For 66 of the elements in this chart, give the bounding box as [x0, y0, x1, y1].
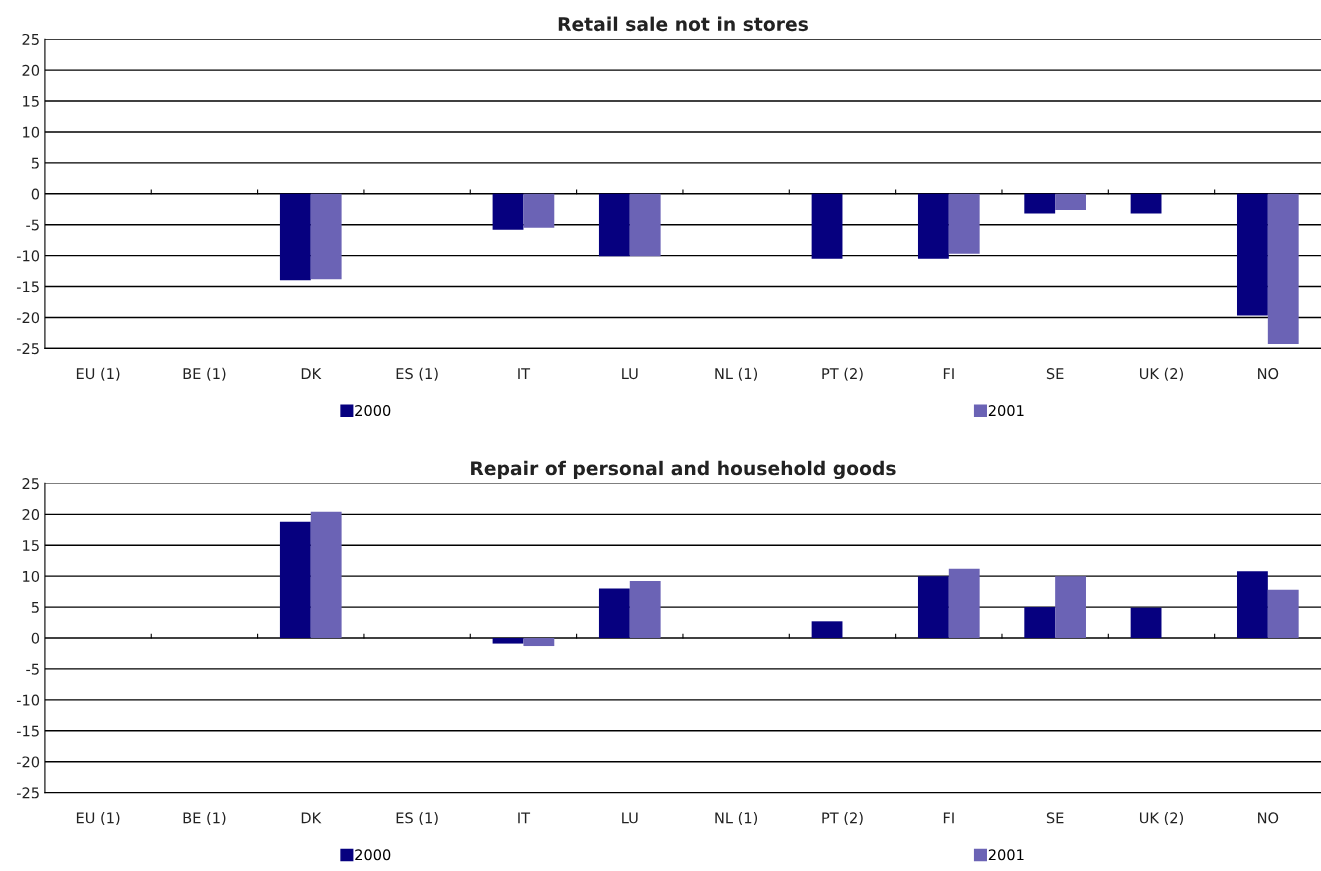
y-tick-label: 5 [31, 602, 39, 613]
chart-title: Retail sale not in stores [558, 16, 808, 32]
y-tick-label: -20 [16, 756, 40, 768]
bar [492, 638, 524, 644]
x-tick-label: LU [622, 368, 638, 380]
bar [1024, 607, 1056, 639]
x-tick-label: UK (2) [1139, 812, 1183, 826]
x-tick-label: NO [1258, 368, 1279, 380]
bar [279, 521, 311, 639]
x-tick-label: NL (1) [715, 812, 758, 826]
bar [1236, 571, 1268, 639]
x-tick-label: NO [1258, 812, 1279, 824]
x-tick-label: ES (1) [396, 367, 438, 381]
bar [310, 511, 342, 639]
y-tick-label: 0 [31, 632, 40, 644]
bar [811, 621, 843, 639]
y-tick-label: -10 [16, 250, 40, 262]
chart-title: Repair of personal and household goods [471, 460, 896, 480]
bar [523, 638, 555, 647]
y-tick-label: 10 [23, 570, 40, 582]
bar [948, 568, 980, 639]
x-tick-label: IT [518, 812, 531, 824]
legend-label: 2001 [988, 849, 1024, 861]
x-tick-label: IT [518, 368, 531, 379]
y-tick-label: -15 [16, 725, 39, 737]
y-tick-label: -20 [16, 312, 40, 324]
x-tick-label: BE (1) [183, 812, 226, 826]
x-tick-label: DK [301, 812, 322, 824]
bar [1130, 607, 1162, 639]
y-tick-label: -10 [16, 694, 40, 706]
legend-label: 2000 [355, 849, 391, 861]
bar [1267, 589, 1299, 639]
y-tick-label: -25 [16, 343, 39, 355]
y-tick-label: 10 [23, 126, 40, 138]
x-tick-label: SE [1046, 368, 1064, 380]
x-tick-label: LU [622, 812, 638, 824]
legend-label: 2000 [355, 405, 391, 417]
y-tick-label: -25 [16, 787, 39, 799]
x-tick-label: PT (2) [822, 367, 863, 381]
y-tick-label: 5 [31, 157, 39, 169]
x-tick-label: FI [943, 812, 954, 824]
y-tick-label: 25 [22, 478, 39, 490]
y-tick-label: -15 [16, 281, 39, 293]
x-tick-label: PT (2) [822, 812, 863, 826]
y-tick-label: 25 [22, 33, 39, 45]
y-tick-label: -5 [26, 219, 39, 231]
y-tick-label: 20 [22, 64, 40, 76]
x-tick-label: FI [943, 368, 954, 379]
y-tick-label: 20 [22, 509, 40, 521]
x-tick-label: SE [1046, 812, 1064, 824]
x-tick-label: BE (1) [183, 367, 226, 381]
x-tick-label: NL (1) [715, 367, 758, 381]
bar [629, 581, 661, 639]
x-tick-label: DK [301, 368, 322, 379]
x-tick-label: EU (1) [76, 812, 120, 826]
x-tick-label: UK (2) [1139, 367, 1183, 381]
y-tick-label: 15 [23, 95, 39, 107]
x-tick-label: EU (1) [76, 367, 120, 381]
bar [1055, 576, 1086, 639]
bar [598, 588, 630, 639]
legend-label: 2001 [988, 405, 1024, 417]
x-tick-label: ES (1) [396, 812, 438, 826]
bar [917, 576, 949, 639]
y-tick-label: 0 [31, 188, 40, 200]
y-tick-label: -5 [26, 663, 39, 675]
y-tick-label: 15 [23, 540, 39, 551]
